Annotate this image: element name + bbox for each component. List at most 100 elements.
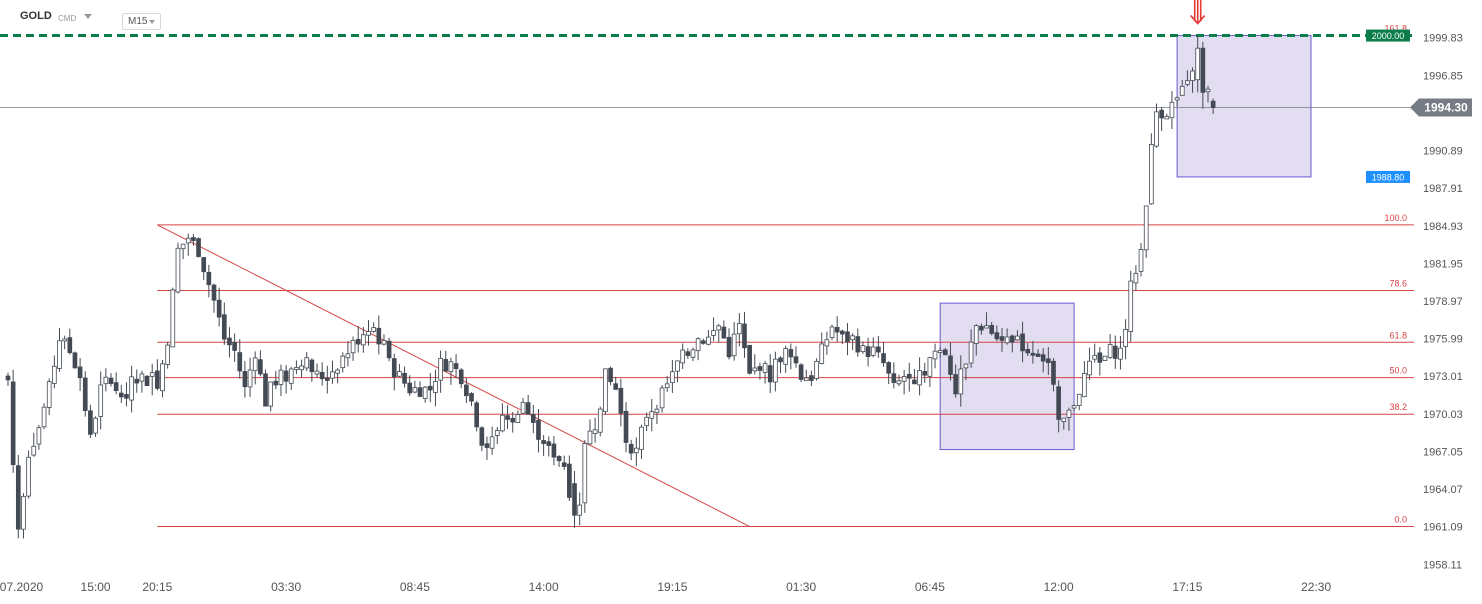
candle-body[interactable]: [520, 401, 526, 414]
candle-body[interactable]: [896, 380, 902, 385]
candle-body[interactable]: [690, 349, 696, 358]
candle-body[interactable]: [716, 325, 722, 331]
candle-body[interactable]: [41, 406, 47, 428]
candle-body[interactable]: [242, 371, 248, 388]
candle-body[interactable]: [515, 414, 521, 424]
candle-body[interactable]: [1061, 417, 1067, 423]
candle-body[interactable]: [93, 417, 98, 434]
candle-body[interactable]: [1149, 143, 1154, 205]
candle-body[interactable]: [402, 372, 407, 384]
candle-body[interactable]: [350, 340, 356, 354]
candle-body[interactable]: [72, 352, 78, 369]
candle-body[interactable]: [412, 387, 418, 393]
candle-body[interactable]: [695, 338, 701, 352]
candle-body[interactable]: [510, 417, 516, 423]
candle-body[interactable]: [77, 366, 83, 379]
candle-body[interactable]: [232, 341, 237, 351]
candle-body[interactable]: [361, 334, 366, 346]
candle-body[interactable]: [675, 360, 680, 372]
candle-body[interactable]: [206, 271, 212, 286]
candle-body[interactable]: [654, 408, 660, 414]
candle-body[interactable]: [700, 340, 706, 344]
candle-body[interactable]: [1066, 409, 1072, 418]
candle-body[interactable]: [1128, 280, 1134, 332]
candle-body[interactable]: [345, 353, 351, 359]
candle-body[interactable]: [438, 358, 443, 381]
candle-body[interactable]: [1035, 353, 1041, 357]
candle-body[interactable]: [664, 383, 670, 389]
candle-body[interactable]: [36, 427, 42, 445]
candle-body[interactable]: [1205, 88, 1211, 93]
candle-body[interactable]: [355, 338, 361, 345]
candle-body[interactable]: [1097, 352, 1103, 363]
candle-body[interactable]: [762, 363, 768, 373]
candle-body[interactable]: [1102, 355, 1108, 361]
candle-body[interactable]: [943, 349, 948, 356]
candle-body[interactable]: [5, 375, 11, 381]
candle-body[interactable]: [644, 416, 649, 427]
candle-body[interactable]: [263, 373, 268, 407]
candle-body[interactable]: [783, 348, 789, 365]
candle-body[interactable]: [633, 447, 639, 454]
candle-body[interactable]: [536, 419, 541, 440]
candle-body[interactable]: [1071, 405, 1077, 409]
candle-body[interactable]: [860, 345, 866, 353]
candle-body[interactable]: [165, 344, 170, 365]
candle-body[interactable]: [417, 387, 423, 397]
candle-body[interactable]: [706, 336, 711, 345]
candle-body[interactable]: [340, 355, 346, 369]
candle-body[interactable]: [824, 339, 830, 347]
candle-body[interactable]: [448, 361, 454, 373]
candle-body[interactable]: [814, 360, 819, 379]
candle-body[interactable]: [397, 371, 402, 377]
candle-body[interactable]: [1133, 272, 1139, 284]
candle-body[interactable]: [46, 381, 52, 408]
candle-body[interactable]: [803, 377, 809, 382]
candle-body[interactable]: [144, 375, 150, 386]
candle-body[interactable]: [742, 323, 747, 349]
candle-body[interactable]: [1025, 348, 1031, 354]
candle-body[interactable]: [103, 376, 109, 385]
candle-body[interactable]: [613, 383, 619, 390]
candle-body[interactable]: [881, 353, 886, 364]
candle-body[interactable]: [21, 495, 26, 530]
candle-body[interactable]: [309, 359, 315, 373]
candle-body[interactable]: [963, 363, 969, 369]
candle-body[interactable]: [582, 442, 588, 504]
candle-body[interactable]: [304, 357, 310, 369]
candle-body[interactable]: [1051, 360, 1056, 385]
candle-body[interactable]: [201, 257, 207, 273]
candle-body[interactable]: [1020, 333, 1025, 352]
candle-body[interactable]: [541, 440, 546, 444]
candle-body[interactable]: [870, 346, 876, 356]
candle-body[interactable]: [299, 365, 304, 371]
timeframe-selector[interactable]: M15: [122, 13, 162, 30]
candle-body[interactable]: [1118, 347, 1123, 360]
candle-body[interactable]: [989, 325, 995, 334]
candle-body[interactable]: [1082, 372, 1087, 398]
candle-body[interactable]: [1174, 97, 1180, 101]
candle-body[interactable]: [917, 370, 922, 386]
candle-body[interactable]: [494, 430, 500, 436]
candle-body[interactable]: [237, 352, 243, 372]
candle-body[interactable]: [968, 341, 974, 364]
candle-body[interactable]: [227, 337, 232, 346]
candle-body[interactable]: [958, 368, 964, 395]
candle-body[interactable]: [258, 359, 263, 375]
candle-body[interactable]: [484, 443, 490, 448]
candle-body[interactable]: [829, 326, 835, 338]
candle-body[interactable]: [335, 369, 340, 374]
candle-body[interactable]: [196, 238, 201, 257]
candle-body[interactable]: [798, 364, 804, 380]
candle-body[interactable]: [118, 392, 124, 398]
candle-body[interactable]: [52, 365, 57, 384]
candle-body[interactable]: [170, 289, 176, 348]
candle-body[interactable]: [433, 380, 438, 393]
candle-body[interactable]: [886, 362, 892, 374]
candle-body[interactable]: [129, 376, 134, 401]
candle-body[interactable]: [294, 367, 299, 370]
candle-body[interactable]: [1200, 47, 1206, 93]
candle-body[interactable]: [623, 410, 629, 443]
candle-body[interactable]: [26, 456, 31, 497]
